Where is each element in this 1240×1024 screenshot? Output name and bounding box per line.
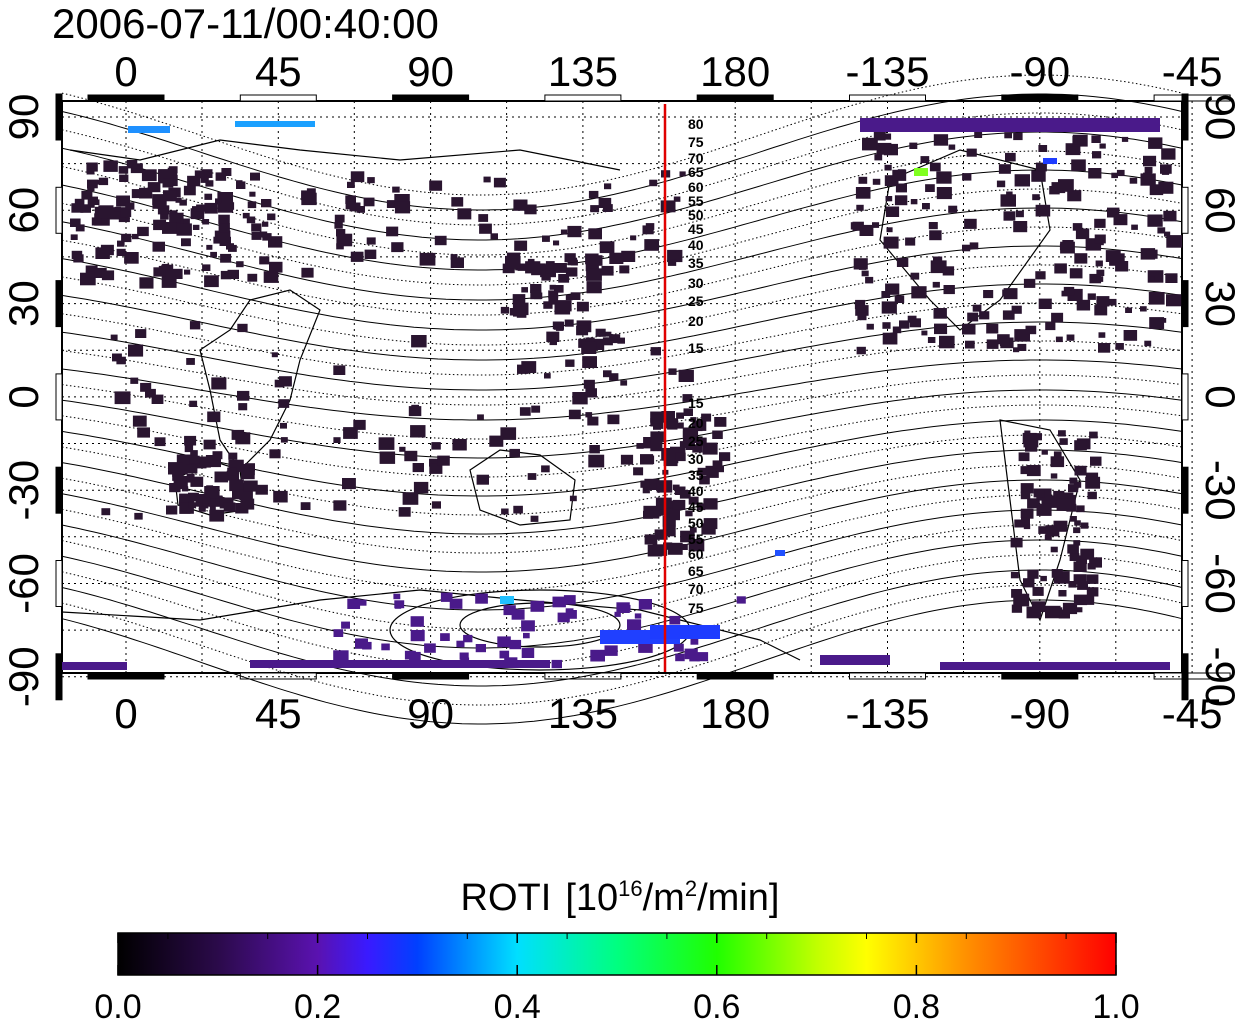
contour-labels: 8075706560555045403530252015152025303540… [688, 116, 704, 616]
contour-label: 15 [688, 395, 704, 411]
y-tick-label-right: 60 [1197, 187, 1240, 234]
x-axis-bottom-labels: 0 45 90 135 180 -135 -90 -45 [114, 690, 1222, 737]
contour-label: 80 [688, 116, 704, 132]
x-tick-label-top: -90 [1009, 48, 1070, 95]
colorbar-tick-label: 0.4 [494, 988, 541, 1024]
contour-label: 75 [688, 134, 704, 150]
contour-label: 35 [688, 467, 704, 483]
contour-label: 55 [688, 193, 704, 209]
contour-label: 60 [688, 546, 704, 562]
x-tick-label-bottom: -135 [845, 690, 929, 737]
colorbar-tick-label: 0.2 [294, 988, 341, 1024]
x-tick-label-top: 45 [255, 48, 302, 95]
y-tick-label-right: -30 [1197, 460, 1240, 521]
contour-label: 50 [688, 207, 704, 223]
x-tick-label-bottom: 180 [700, 690, 770, 737]
colorbar-tick-labels: 0.0 0.2 0.4 0.6 0.8 1.0 [94, 988, 1139, 1024]
contour-label: 45 [688, 221, 704, 237]
colorbar-title: ROTI [1016/m2/min] [461, 876, 780, 919]
contour-label: 20 [688, 415, 704, 431]
contour-label: 30 [688, 451, 704, 467]
colorbar-tick-label: 1.0 [1092, 988, 1139, 1024]
x-tick-label-top: 180 [700, 48, 770, 95]
contour-label: 55 [688, 531, 704, 547]
contour-label: 75 [688, 600, 704, 616]
contour-label: 20 [688, 313, 704, 329]
y-tick-label-left: 30 [0, 280, 47, 327]
colorbar [117, 932, 1117, 976]
contour-label: 65 [688, 164, 704, 180]
plot-title: 2006-07-11/00:40:00 [52, 0, 439, 47]
contour-label: 50 [688, 515, 704, 531]
y-tick-label-left: -60 [0, 553, 47, 614]
contour-label: 15 [688, 340, 704, 356]
y-tick-label-right: 90 [1197, 94, 1240, 141]
y-axis-right-labels: 90 60 30 0 -30 -60 -90 [1197, 94, 1240, 708]
contour-label: 65 [688, 563, 704, 579]
colorbar-tick-label: 0.0 [94, 988, 141, 1024]
y-tick-label-left: 60 [0, 187, 47, 234]
y-axis-left-labels: 90 60 30 0 -30 -60 -90 [0, 94, 47, 708]
contour-label: 60 [688, 179, 704, 195]
y-tick-label-left: -30 [0, 460, 47, 521]
y-tick-label-left: -90 [0, 646, 47, 707]
y-tick-label-right: -60 [1197, 553, 1240, 614]
map-frame [61, 100, 1183, 674]
contour-label: 25 [688, 293, 704, 309]
x-tick-label-top: -135 [845, 48, 929, 95]
colorbar-tick-label: 0.6 [693, 988, 740, 1024]
x-tick-label-bottom: 0 [114, 690, 137, 737]
y-tick-label-right: 30 [1197, 280, 1240, 327]
y-tick-label-right: 0 [1197, 385, 1240, 408]
x-tick-label-top: 0 [114, 48, 137, 95]
x-tick-label-top: 135 [548, 48, 618, 95]
contour-label: 30 [688, 275, 704, 291]
y-tick-label-left: 0 [0, 385, 47, 408]
x-tick-label-bottom: -45 [1162, 690, 1223, 737]
x-tick-label-bottom: 90 [407, 690, 454, 737]
contour-label: 45 [688, 499, 704, 515]
contour-label: 70 [688, 581, 704, 597]
y-tick-label-right: -90 [1197, 646, 1240, 707]
contour-label: 35 [688, 255, 704, 271]
contour-label: 25 [688, 433, 704, 449]
colorbar-ticks [117, 933, 1117, 975]
contour-label: 70 [688, 150, 704, 166]
roti-data-patches [62, 118, 1183, 670]
contour-label: 40 [688, 237, 704, 253]
contour-label: 40 [688, 483, 704, 499]
y-tick-label-left: 90 [0, 94, 47, 141]
x-tick-label-top: 90 [407, 48, 454, 95]
x-tick-label-top: -45 [1162, 48, 1223, 95]
x-axis-top-labels: 0 45 90 135 180 -135 -90 -45 [114, 48, 1222, 95]
x-tick-label-bottom: -90 [1009, 690, 1070, 737]
colorbar-tick-label: 0.8 [893, 988, 940, 1024]
x-tick-label-bottom: 45 [255, 690, 302, 737]
x-tick-label-bottom: 135 [548, 690, 618, 737]
